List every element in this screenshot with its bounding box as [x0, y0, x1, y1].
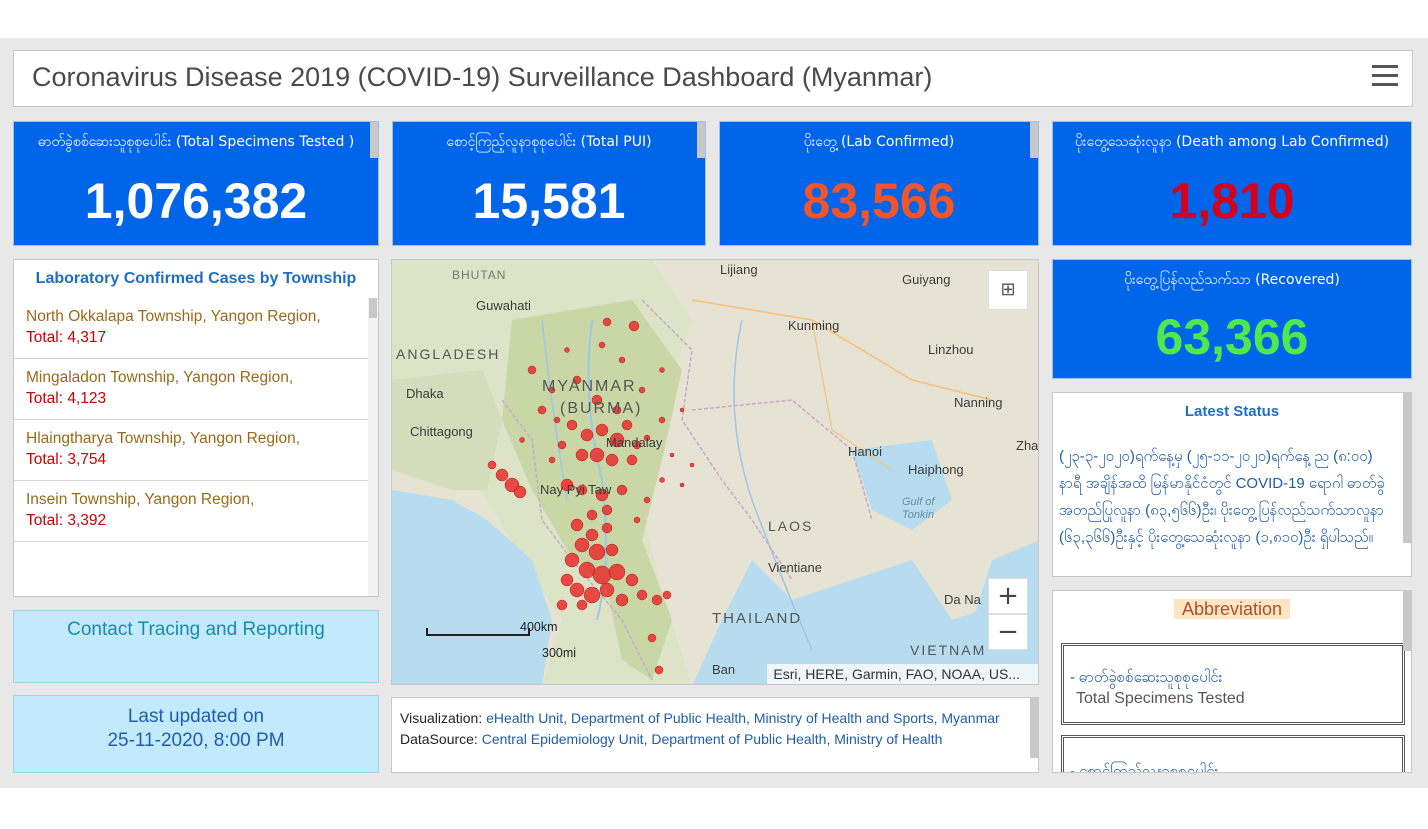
- credits-panel: Visualization: eHealth Unit, Department …: [391, 697, 1039, 773]
- abbreviation-panel: Abbreviation - ဓာတ်ခွဲစစ်ဆေးသူစုစုပေါင်း…: [1052, 590, 1412, 773]
- deaths-tile: ပိုးတွေ့သေဆုံးလူနာ (Death among Lab Conf…: [1052, 121, 1412, 246]
- map-grid-icon[interactable]: ⊞: [988, 270, 1028, 310]
- map-label: VIETNAM: [910, 642, 987, 658]
- township-name: Insein Township, Yangon Region,: [26, 491, 255, 508]
- total-pui-label: စောင့်ကြည့်လူနာစုစုပေါင်း (Total PUI): [446, 134, 652, 150]
- map-label: Vientiane: [768, 560, 822, 575]
- map-label: Kunming: [788, 318, 840, 333]
- map-label: Zhar: [1016, 438, 1039, 453]
- latest-status-title: Latest Status: [1184, 403, 1280, 420]
- datasource-link[interactable]: Central Epidemiology Unit, Department of…: [481, 731, 943, 747]
- total-tested-label: ဓာတ်ခွဲစစ်ဆေးသူစုစုပေါင်း (Total Specime…: [37, 134, 355, 150]
- total-tested-value: 1,076,382: [84, 173, 308, 229]
- zoom-in-button[interactable]: +: [988, 578, 1028, 614]
- map-label: Mandalay: [606, 435, 663, 450]
- scrollbar[interactable]: [1030, 122, 1038, 158]
- recovered-value: 63,366: [1155, 309, 1309, 365]
- latest-status-panel: Latest Status (၂၃-၃-၂၀၂၀)ရက်နေ့မှ (၂၅-၁၁…: [1052, 392, 1412, 577]
- map-label: BHUTAN: [452, 268, 507, 282]
- lab-confirmed-tile: ပိုးတွေ့ (Lab Confirmed) 83,566: [719, 121, 1039, 246]
- total-pui-value: 15,581: [472, 173, 626, 229]
- scrollbar[interactable]: [1403, 591, 1411, 651]
- map-label: ANGLADESH: [396, 346, 501, 362]
- zoom-out-button[interactable]: −: [988, 614, 1028, 650]
- total-pui-tile: စောင့်ကြည့်လူနာစုစုပေါင်း (Total PUI) 15…: [392, 121, 706, 246]
- contact-tracing-button[interactable]: Contact Tracing and Reporting: [13, 610, 379, 683]
- map-label: Haiphong: [908, 462, 964, 477]
- township-total: Total: 4,123: [26, 390, 107, 407]
- latest-status-text: (၂၃-၃-၂၀၂၀)ရက်နေ့မှ (၂၅-၁၁-၂၀၂၀)ရက်နေ့ ည…: [1059, 448, 1385, 546]
- map-label: Guiyang: [902, 272, 951, 287]
- last-updated-panel: Last updated on 25-11-2020, 8:00 PM: [13, 695, 379, 773]
- scrollbar[interactable]: [1030, 698, 1038, 758]
- visualization-label: Visualization:: [400, 710, 483, 726]
- map-label: LAOS: [768, 518, 814, 534]
- deaths-label: ပိုးတွေ့သေဆုံးလူနာ (Death among Lab Conf…: [1074, 134, 1390, 150]
- lab-confirmed-value: 83,566: [802, 173, 956, 229]
- list-item[interactable]: North Okkalapa Township, Yangon Region, …: [14, 298, 370, 359]
- map-label: Nanning: [954, 395, 1003, 410]
- map-label: Dhaka: [406, 386, 444, 401]
- scale-mi-label: 300mi: [542, 646, 577, 660]
- map-label: Chittagong: [410, 424, 473, 439]
- total-tested-tile: ဓာတ်ခွဲစစ်ဆေးသူစုစုပေါင်း (Total Specime…: [13, 121, 379, 246]
- abbreviation-mm: - ဓာတ်ခွဲစစ်ဆေးသူစုစုပေါင်း: [1070, 669, 1223, 686]
- abbreviation-entry: - စောင့်ကြည့်လူနာစုစုပေါင်း: [1061, 735, 1405, 773]
- list-item[interactable]: Mingaladon Township, Yangon Region, Tota…: [14, 359, 370, 420]
- map-label: Gulf of: [902, 496, 935, 508]
- township-name: Hlaingtharya Township, Yangon Region,: [26, 430, 301, 447]
- township-total: Total: 4,317: [26, 329, 107, 346]
- map-label: MYANMAR: [542, 378, 637, 395]
- scrollbar[interactable]: [1403, 393, 1411, 543]
- township-cases-panel: Laboratory Confirmed Cases by Township N…: [13, 259, 379, 597]
- page-title: Coronavirus Disease 2019 (COVID-19) Surv…: [32, 62, 933, 92]
- map-label: THAILAND: [712, 610, 803, 627]
- abbreviation-title: Abbreviation: [1173, 599, 1291, 619]
- lab-confirmed-label: ပိုးတွေ့ (Lab Confirmed): [803, 134, 955, 150]
- map-label: Guwahati: [476, 298, 531, 313]
- scrollbar[interactable]: [368, 298, 378, 596]
- dashboard-header: Coronavirus Disease 2019 (COVID-19) Surv…: [13, 50, 1413, 107]
- map-attribution[interactable]: Esri, HERE, Garmin, FAO, NOAA, US...: [767, 664, 1038, 684]
- map-basemap: [392, 260, 1038, 684]
- last-updated-label: Last updated on: [127, 706, 265, 727]
- township-name: North Okkalapa Township, Yangon Region,: [26, 308, 321, 325]
- list-item[interactable]: Hlaingtharya Township, Yangon Region, To…: [14, 420, 370, 481]
- abbreviation-entry: - ဓာတ်ခွဲစစ်ဆေးသူစုစုပေါင်း Total Specim…: [1061, 643, 1405, 725]
- recovered-label: ပိုးတွေ့ပြန်လည်သက်သာ (Recovered): [1124, 272, 1340, 288]
- last-updated-date: 25-11-2020, 8:00 PM: [107, 730, 285, 751]
- visualization-link[interactable]: eHealth Unit, Department of Public Healt…: [486, 710, 1000, 726]
- recovered-tile: ပိုးတွေ့ပြန်လည်သက်သာ (Recovered) 63,366: [1052, 259, 1412, 379]
- deaths-value: 1,810: [1169, 173, 1295, 229]
- contact-tracing-label: Contact Tracing and Reporting: [67, 619, 325, 640]
- list-item[interactable]: Insein Township, Yangon Region, Total: 3…: [14, 481, 370, 542]
- map-label: Hanoi: [848, 444, 882, 459]
- scrollbar[interactable]: [370, 122, 378, 158]
- abbreviation-en: Total Specimens Tested: [1076, 690, 1245, 707]
- township-panel-title: Laboratory Confirmed Cases by Township: [35, 270, 357, 287]
- map-label: Tonkin: [902, 509, 935, 521]
- township-list[interactable]: North Okkalapa Township, Yangon Region, …: [14, 298, 370, 542]
- map-label: (BURMA): [560, 400, 643, 417]
- abbreviation-mm: - စောင့်ကြည့်လူနာစုစုပေါင်း: [1070, 763, 1219, 773]
- map-label: Linzhou: [928, 342, 974, 357]
- scale-km-label: 400km: [520, 620, 558, 634]
- map-scale-bar: 400km 300mi: [424, 620, 576, 660]
- scrollbar[interactable]: [697, 122, 705, 158]
- township-name: Mingaladon Township, Yangon Region,: [26, 369, 294, 386]
- township-total: Total: 3,754: [26, 451, 107, 468]
- map-label: Ban: [712, 662, 736, 677]
- township-total: Total: 3,392: [26, 512, 107, 529]
- map-label: Lijiang: [720, 262, 758, 277]
- cases-map[interactable]: BHUTAN Guwahati Lijiang Guiyang Kunming …: [391, 259, 1039, 685]
- hamburger-menu-icon[interactable]: [1372, 65, 1398, 87]
- datasource-label: DataSource:: [400, 731, 478, 747]
- map-label: Nay Pyi Taw: [540, 482, 612, 497]
- map-label: Da Na: [944, 592, 981, 607]
